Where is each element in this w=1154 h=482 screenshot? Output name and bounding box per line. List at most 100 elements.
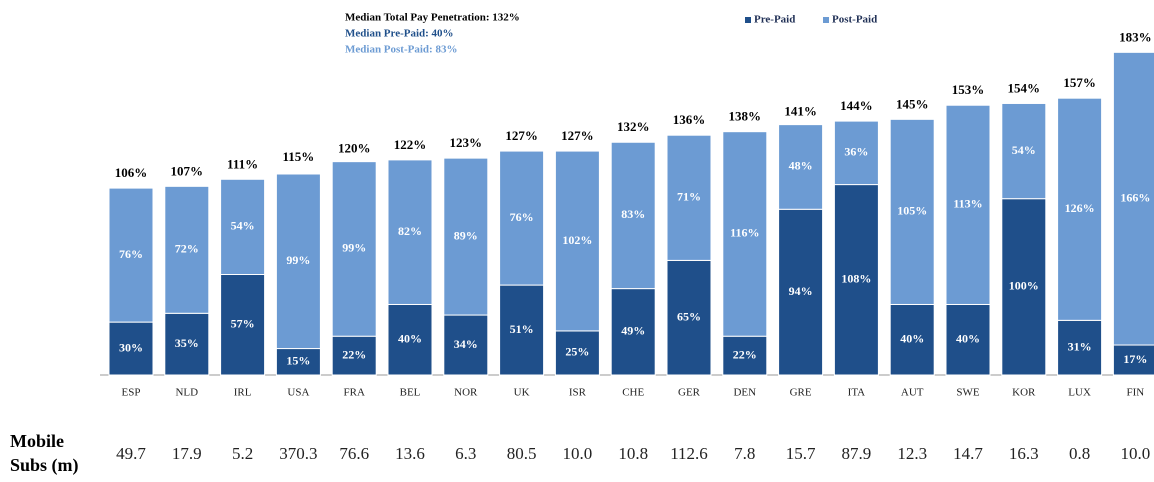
segment-label: 82% — [398, 224, 422, 238]
segment-label: 116% — [730, 226, 759, 240]
segment-label: 31% — [1068, 339, 1092, 353]
row-label: Subs (m) — [10, 455, 79, 476]
x-tick-label: ITA — [848, 387, 866, 399]
bar-segment — [666, 259, 712, 376]
segment-label: 51% — [510, 322, 534, 336]
bar-segment — [1112, 51, 1154, 346]
segment-label: 89% — [454, 228, 478, 242]
subs-value: 10.0 — [1121, 444, 1151, 463]
segment-label: 17% — [1123, 352, 1147, 366]
bar-segment — [220, 274, 266, 376]
subs-value: 5.2 — [232, 444, 253, 463]
total-label: 141% — [784, 103, 817, 118]
subs-value: 15.7 — [786, 444, 816, 463]
bar-segment — [108, 187, 154, 323]
bar-segment — [108, 321, 154, 376]
bar-segment — [945, 104, 991, 305]
bar-segment — [275, 173, 321, 350]
annotation: Median Pre-Paid: 40% — [345, 28, 454, 40]
total-label: 153% — [952, 82, 985, 97]
bar-segment — [778, 124, 824, 210]
x-tick-label: ISR — [569, 387, 587, 399]
bar-segment — [443, 314, 489, 376]
bar-segment — [889, 118, 935, 305]
bar-segment — [387, 303, 433, 376]
segment-label: 54% — [231, 219, 255, 233]
total-label: 144% — [840, 98, 873, 113]
subs-value: 17.9 — [172, 444, 202, 463]
segment-label: 15% — [286, 354, 310, 368]
total-label: 136% — [673, 112, 706, 127]
x-tick-label: CHE — [622, 387, 644, 399]
x-tick-label: USA — [287, 387, 309, 399]
x-tick-label: SWE — [956, 387, 980, 399]
bar-segment — [554, 150, 600, 332]
bar-segment — [833, 184, 879, 376]
segment-label: 113% — [953, 197, 982, 211]
bar-segment — [1001, 102, 1047, 200]
segment-label: 49% — [621, 324, 645, 338]
segment-label: 22% — [733, 347, 757, 361]
segment-label: 40% — [900, 331, 924, 345]
total-label: 106% — [115, 165, 148, 180]
bar-segment — [387, 159, 433, 305]
segment-label: 22% — [342, 347, 366, 361]
x-tick-label: DEN — [733, 387, 756, 399]
subs-value: 16.3 — [1009, 444, 1039, 463]
subs-value: 14.7 — [953, 444, 983, 463]
bar-segment — [554, 330, 600, 376]
subs-value: 76.6 — [339, 444, 369, 463]
total-label: 138% — [729, 109, 762, 124]
bar-segment — [945, 303, 991, 376]
segment-label: 57% — [231, 317, 255, 331]
segment-label: 48% — [789, 159, 813, 173]
bar-segment — [666, 134, 712, 261]
row-label: Mobile — [10, 431, 64, 451]
legend-swatch — [823, 17, 829, 23]
segment-label: 36% — [844, 145, 868, 159]
legend-swatch — [745, 17, 751, 23]
segment-label: 99% — [286, 253, 310, 267]
subs-value: 13.6 — [395, 444, 425, 463]
x-tick-label: GRE — [790, 387, 812, 399]
bar-segment — [610, 141, 656, 290]
segment-label: 30% — [119, 340, 143, 354]
subs-value: 7.8 — [734, 444, 755, 463]
annotation: Median Post-Paid: 83% — [345, 44, 457, 56]
segment-label: 108% — [841, 272, 871, 286]
segment-label: 72% — [175, 242, 199, 256]
segment-label: 40% — [956, 331, 980, 345]
total-label: 157% — [1063, 75, 1096, 90]
x-tick-label: FRA — [343, 387, 364, 399]
bar-segment — [220, 178, 266, 275]
total-label: 183% — [1119, 29, 1152, 44]
total-label: 107% — [171, 163, 204, 178]
x-tick-label: ESP — [122, 387, 141, 399]
x-tick-label: KOR — [1012, 387, 1036, 399]
x-tick-label: BEL — [400, 387, 421, 399]
bar-segment — [331, 335, 377, 376]
annotation: Median Total Pay Penetration: 132% — [345, 12, 520, 24]
subs-value: 49.7 — [116, 444, 146, 463]
segment-label: 25% — [565, 345, 589, 359]
subs-value: 6.3 — [455, 444, 476, 463]
subs-value: 87.9 — [842, 444, 872, 463]
bar-segment — [1057, 97, 1103, 321]
x-tick-label: FIN — [1127, 387, 1145, 399]
bar-segment — [722, 335, 768, 376]
bar-segment — [722, 131, 768, 337]
bar-segment — [889, 303, 935, 376]
segment-label: 83% — [621, 207, 645, 221]
segment-label: 76% — [510, 210, 534, 224]
total-label: 145% — [896, 96, 929, 111]
bar-segment — [1057, 319, 1103, 376]
subs-value: 0.8 — [1069, 444, 1090, 463]
segment-label: 166% — [1120, 190, 1150, 204]
legend-label: Post-Paid — [832, 14, 877, 26]
bar-segment — [331, 161, 377, 337]
x-tick-label: NOR — [454, 387, 478, 399]
subs-value: 10.0 — [563, 444, 593, 463]
x-tick-label: UK — [514, 387, 530, 399]
segment-label: 100% — [1009, 279, 1039, 293]
x-tick-label: NLD — [175, 387, 198, 399]
